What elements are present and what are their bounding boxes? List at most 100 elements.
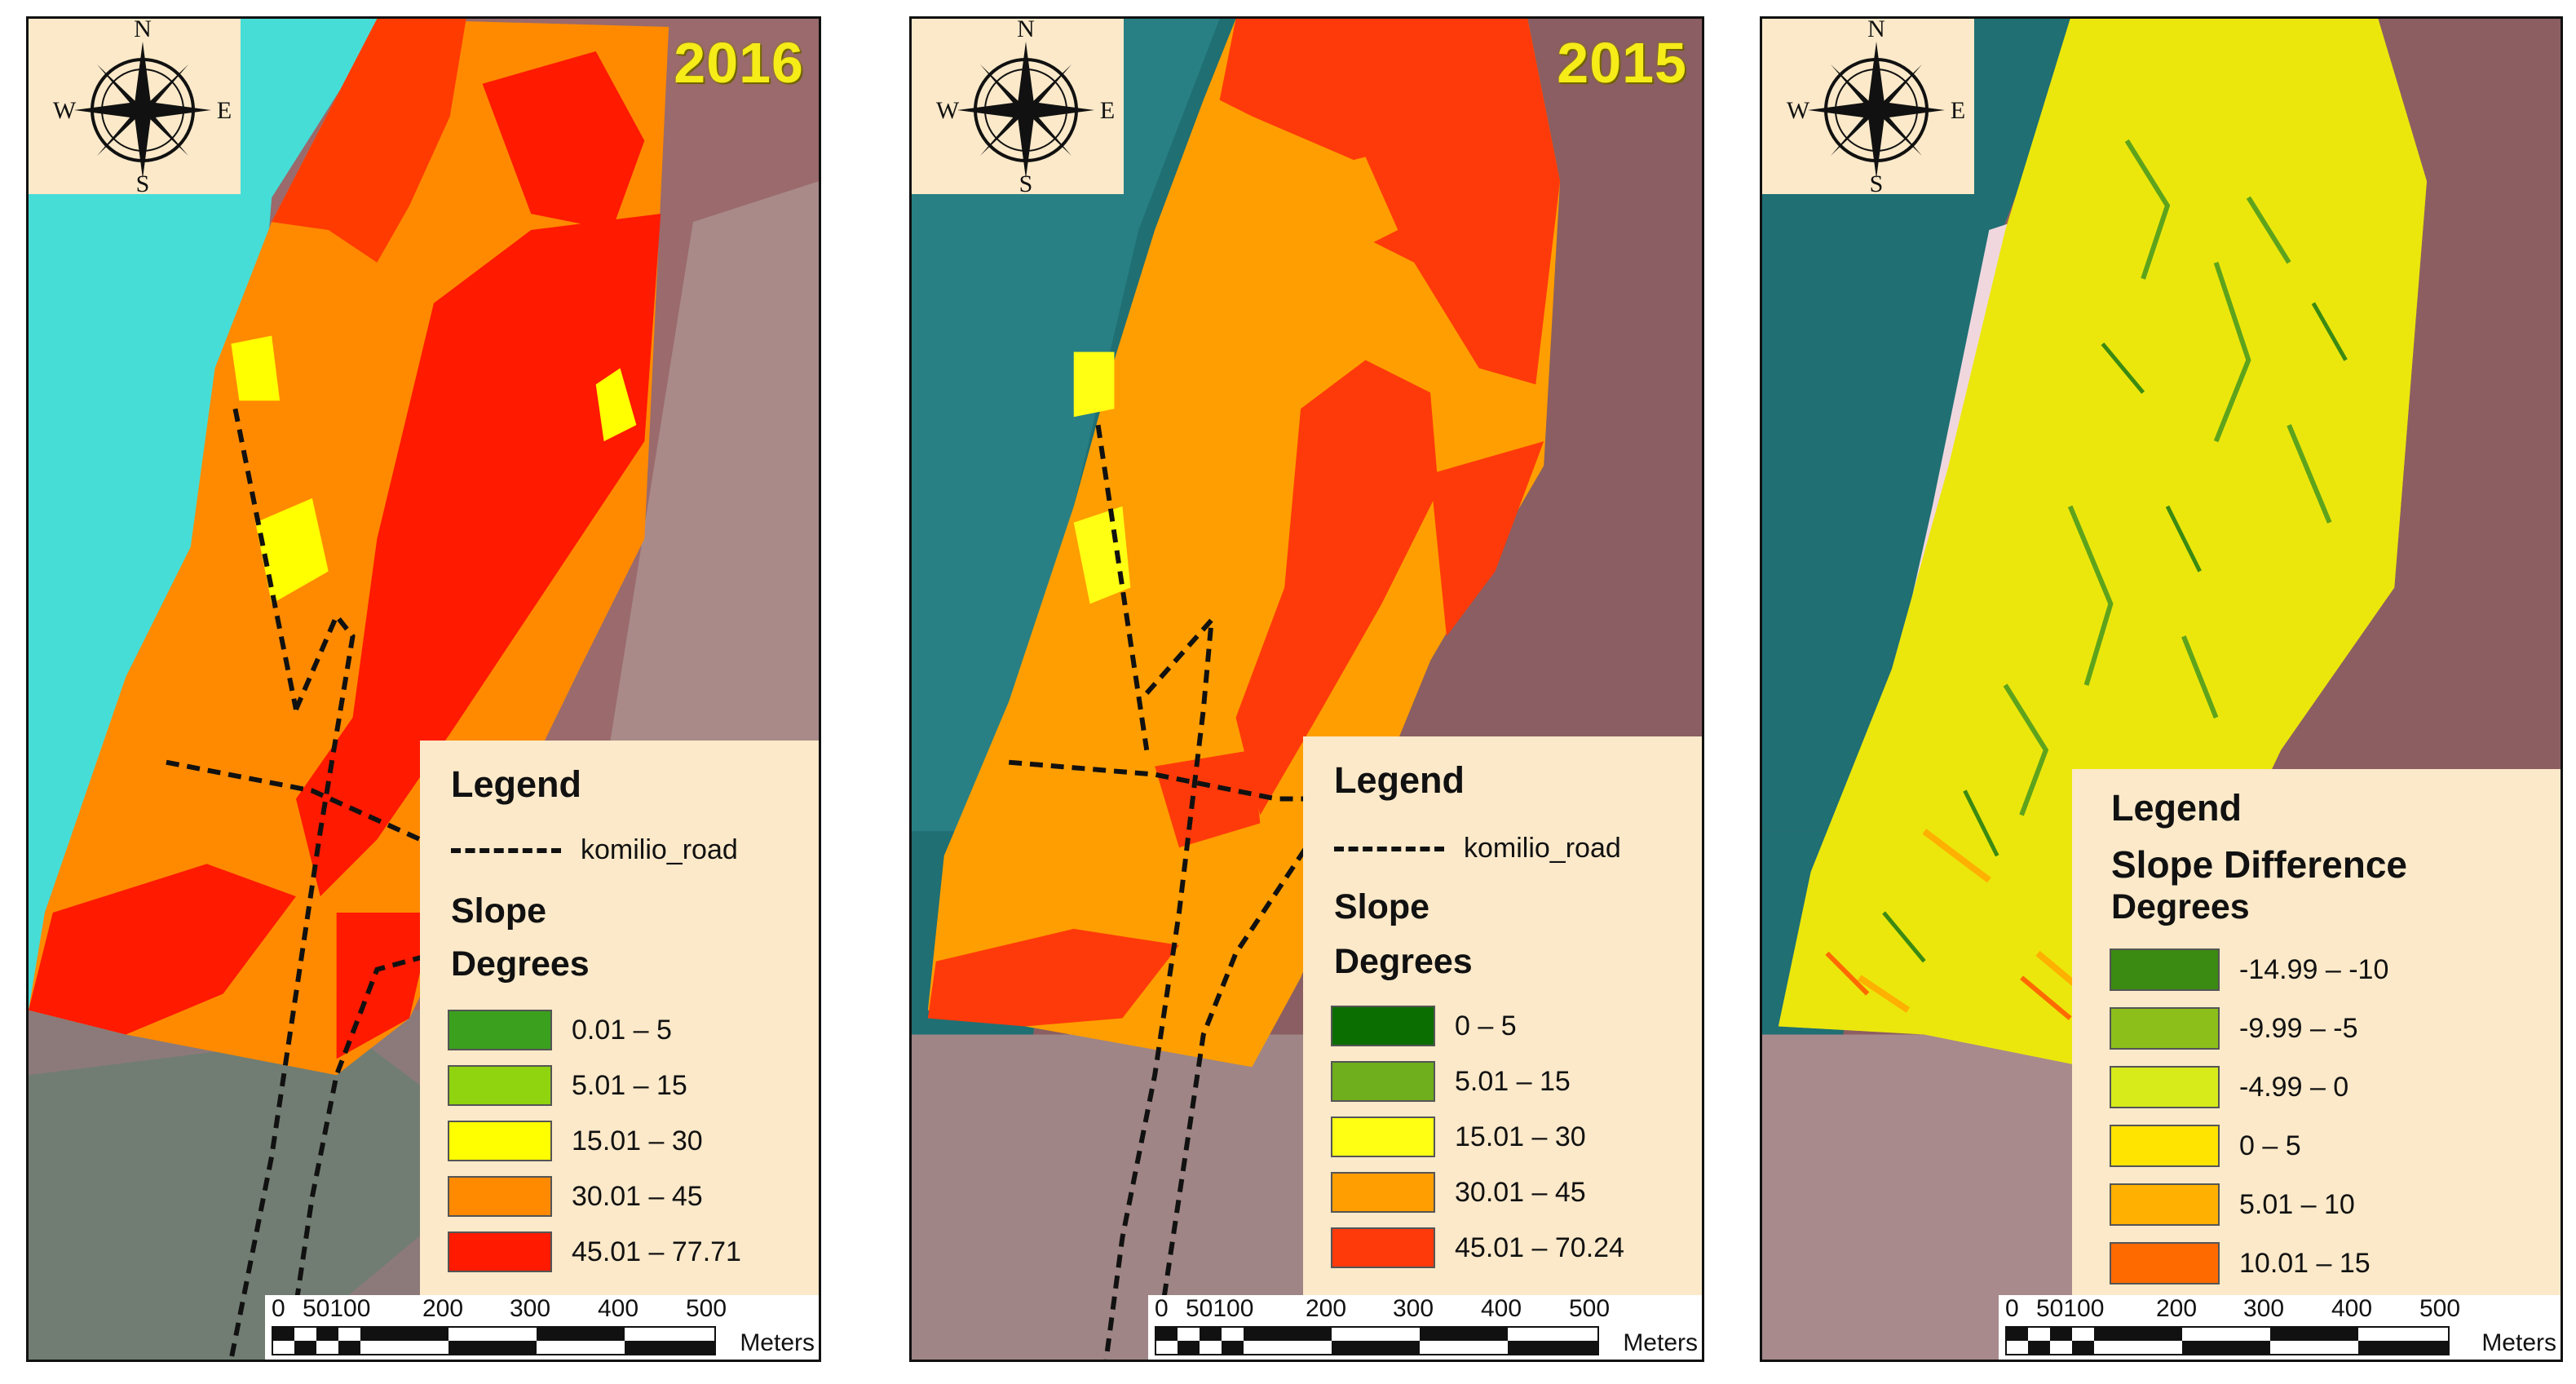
compass-w: W — [53, 97, 77, 124]
compass-e: E — [217, 97, 232, 124]
scale-bar-graphic — [272, 1326, 716, 1355]
scale-tick: 400 — [1481, 1295, 1522, 1322]
compass-s: S — [136, 170, 150, 194]
legend-class-label: -14.99 – -10 — [2239, 953, 2389, 985]
compass-s: S — [1870, 170, 1884, 194]
legend-class-row: 15.01 – 30 — [1331, 1116, 1586, 1157]
legend-swatch — [448, 1010, 552, 1050]
legend: Legend Slope Difference Degrees -14.99 –… — [2072, 769, 2561, 1295]
legend-class-label: 45.01 – 70.24 — [1455, 1231, 1624, 1263]
legend-units: Degrees — [2111, 887, 2250, 926]
legend-class-row: 0 – 5 — [1331, 1006, 1517, 1046]
legend-swatch — [448, 1121, 552, 1161]
scale-tick: 200 — [422, 1295, 464, 1322]
legend-title: Legend — [2111, 787, 2242, 829]
legend-swatch — [2110, 1066, 2220, 1108]
compass-n: N — [1017, 19, 1035, 42]
legend-class-row: 5.01 – 10 — [2110, 1183, 2355, 1226]
compass-e: E — [1100, 97, 1115, 124]
legend-class-label: 5.01 – 15 — [1455, 1065, 1571, 1097]
compass-e: E — [1951, 97, 1965, 124]
legend-class-label: 15.01 – 30 — [572, 1125, 703, 1156]
map-panel-slope-difference: N S W E Legend Slope Difference Degrees … — [1760, 16, 2563, 1362]
scale-tick: 200 — [1306, 1295, 1347, 1322]
scale-bar: 0 50100 200 300 400 500 Meters — [265, 1295, 819, 1360]
map-panel-2015: N S W E 2015 Legend komilio_road Slope D… — [909, 16, 1704, 1362]
compass-w: W — [936, 97, 960, 124]
legend-swatch — [448, 1176, 552, 1217]
compass-n: N — [1867, 19, 1885, 42]
legend-class-label: 15.01 – 30 — [1455, 1121, 1586, 1152]
scale-tick: 500 — [2419, 1295, 2461, 1322]
legend-swatch — [2110, 1007, 2220, 1050]
legend-swatch — [1331, 1116, 1435, 1157]
scale-bar-graphic — [2005, 1326, 2450, 1355]
legend-swatch — [2110, 1242, 2220, 1285]
legend-class-row: 45.01 – 70.24 — [1331, 1227, 1624, 1268]
compass-rose-icon: N S W E — [1787, 19, 1965, 197]
scale-units: Meters — [740, 1329, 815, 1356]
map-panel-2016: N S W E 2016 Legend komilio_road Slope D… — [26, 16, 821, 1362]
legend-class-row: 0.01 – 5 — [448, 1010, 672, 1050]
scale-tick: 50100 — [303, 1295, 371, 1322]
legend-class-label: 5.01 – 15 — [572, 1069, 687, 1101]
legend-class-row: 45.01 – 77.71 — [448, 1231, 741, 1272]
compass-rose: N S W E — [29, 19, 241, 197]
compass-n: N — [134, 19, 152, 42]
legend-swatch — [1331, 1061, 1435, 1102]
scale-tick: 0 — [1155, 1295, 1169, 1322]
scale-tick: 200 — [2156, 1295, 2198, 1322]
legend-class-label: 45.01 – 77.71 — [572, 1236, 741, 1267]
legend-class-row: -4.99 – 0 — [2110, 1066, 2348, 1108]
legend-class-row: -14.99 – -10 — [2110, 948, 2388, 991]
legend-swatch — [2110, 1125, 2220, 1167]
legend-swatch — [2110, 948, 2220, 991]
legend-class-row: 10.01 – 15 — [2110, 1242, 2371, 1285]
legend-swatch — [1331, 1227, 1435, 1268]
legend: Legend komilio_road Slope Degrees 0 – 5 … — [1303, 736, 1702, 1295]
legend-class-row: -9.99 – -5 — [2110, 1007, 2358, 1050]
scale-bar: 0 50100 200 300 400 500 Meters — [1999, 1295, 2561, 1360]
legend-swatch — [2110, 1183, 2220, 1226]
scale-units: Meters — [1623, 1329, 1698, 1356]
legend-class-row: 15.01 – 30 — [448, 1121, 703, 1161]
legend-layer-title: Slope — [451, 891, 547, 931]
scale-tick: 50100 — [2036, 1295, 2105, 1322]
legend-road-entry: komilio_road — [1334, 833, 1621, 864]
legend-class-label: 0 – 5 — [1455, 1010, 1517, 1041]
scale-tick: 500 — [1569, 1295, 1611, 1322]
scale-tick: 0 — [272, 1295, 285, 1322]
legend-units: Degrees — [451, 944, 590, 984]
legend-class-row: 5.01 – 15 — [1331, 1061, 1571, 1102]
compass-s: S — [1019, 170, 1033, 194]
legend-class-label: -9.99 – -5 — [2239, 1012, 2358, 1044]
legend-swatch — [448, 1065, 552, 1106]
legend-swatch — [1331, 1006, 1435, 1046]
legend-layer-title: Slope Difference — [2111, 843, 2407, 886]
scale-tick: 400 — [598, 1295, 639, 1322]
scale-tick: 50100 — [1186, 1295, 1254, 1322]
legend-units: Degrees — [1334, 942, 1473, 981]
legend-road-label: komilio_road — [1464, 833, 1621, 864]
legend-class-label: 5.01 – 10 — [2239, 1188, 2355, 1220]
legend-class-label: 30.01 – 45 — [572, 1180, 703, 1212]
legend-class-label: 0 – 5 — [2239, 1130, 2301, 1161]
compass-rose-icon: N S W E — [936, 19, 1115, 197]
legend-class-label: 0.01 – 5 — [572, 1014, 672, 1046]
compass-rose: N S W E — [1762, 19, 1974, 197]
map-year-label: 2015 — [1557, 31, 1687, 95]
compass-w: W — [1787, 97, 1810, 124]
legend-class-row: 5.01 – 15 — [448, 1065, 687, 1106]
legend-title: Legend — [451, 763, 582, 805]
scale-tick: 400 — [2331, 1295, 2373, 1322]
legend-swatch — [1331, 1172, 1435, 1213]
scale-tick: 300 — [1393, 1295, 1434, 1322]
compass-rose: N S W E — [912, 19, 1124, 197]
legend-road-label: komilio_road — [581, 834, 738, 865]
legend: Legend komilio_road Slope Degrees 0.01 –… — [420, 741, 819, 1295]
scale-tick: 500 — [686, 1295, 727, 1322]
scale-tick: 300 — [510, 1295, 551, 1322]
legend-road-entry: komilio_road — [451, 834, 738, 866]
scale-bar-graphic — [1155, 1326, 1599, 1355]
legend-class-label: -4.99 – 0 — [2239, 1071, 2349, 1103]
